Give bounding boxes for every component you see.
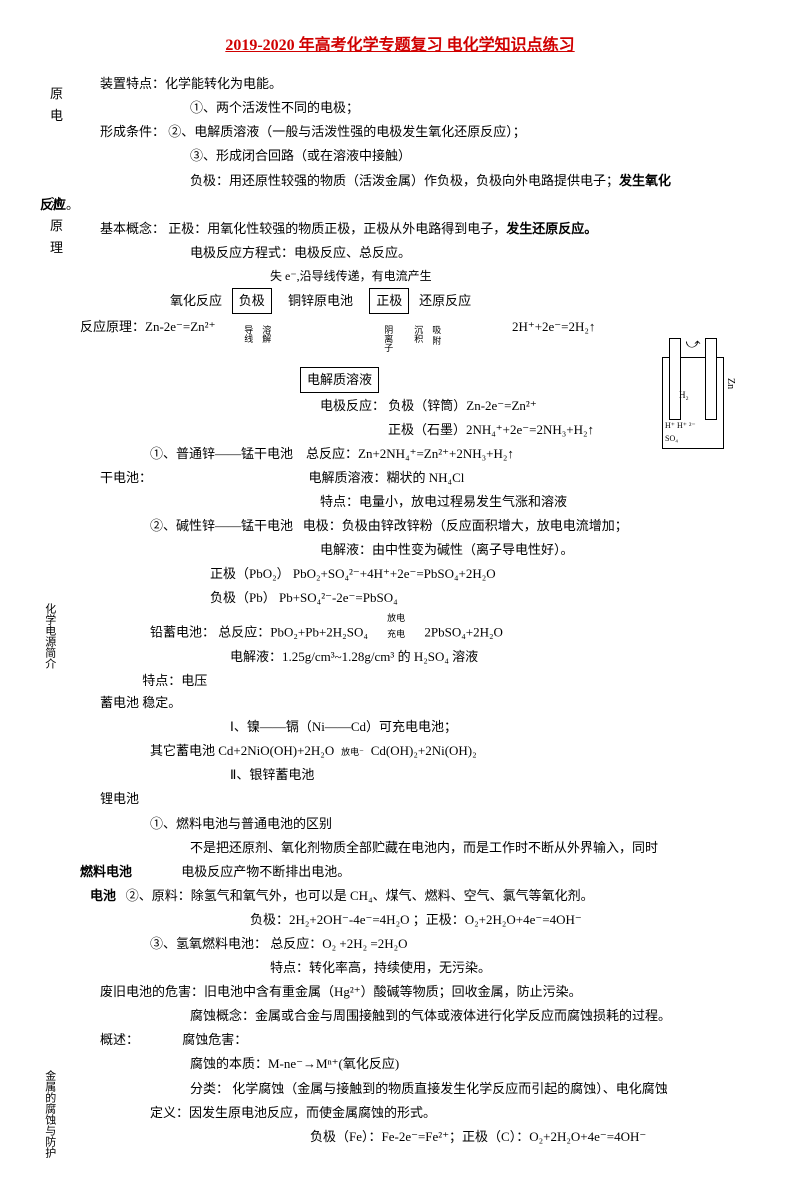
text-line: 负极：2H₂+2OH⁻-4e⁻=4H₂O ；正极：O₂+2H₂O+4e⁻=4OH… [250, 909, 760, 931]
label: ②、碱性锌——锰干电池 [150, 518, 293, 533]
formula: 2H⁺+2e⁻=2H₂↑ [512, 319, 595, 334]
text-line: 铅蓄电池： 总反应：PbO₂+Pb+2H₂SO₄ 放电充电 2PbSO₄+2H₂… [150, 611, 760, 643]
text: 还原反应 [419, 293, 471, 308]
text-line: ①、燃料电池与普通电池的区别 [150, 813, 760, 835]
text: 电解质溶液：糊状的 NH₄Cl [309, 470, 465, 485]
label: 形成条件： [100, 124, 165, 139]
formula: 反应原理：Zn-2e⁻=Zn²⁺ [80, 319, 215, 334]
text: 负极：用还原性较强的物质（活泼金属）作负极，负极向外电路提供电子； [190, 173, 619, 188]
label: ①、普通锌——锰干电池 [150, 446, 293, 461]
text: 特点：电压稳定。 [142, 673, 207, 710]
label: 干电池： [100, 470, 152, 485]
text-line: 电解液：由中性变为碱性（离子导电性好）。 [320, 539, 760, 561]
text-line: 负极（Fe）：Fe-2e⁻=Fe²⁺；正极（C）：O₂+2H₂O+4e⁻=4OH… [310, 1126, 760, 1148]
text-line: ①、两个活泼性不同的电极； [190, 97, 760, 119]
text: 2PbSO₄+2H₂O [424, 625, 503, 640]
text: 电极：负极由锌改锌粉（反应面积增大，放电电流增加； [303, 518, 628, 533]
text: ②、原料：除氢气和氧气外，也可以是 CH₄、煤气、燃料、空气、氯气等氧化剂。 [126, 888, 594, 903]
text: 电极反应产物不断排出电池。 [181, 864, 350, 879]
v: 吸 附 [428, 325, 443, 345]
text-line: 燃料电池 电极反应产物不断排出电池。 [40, 861, 760, 883]
side-label: 原电 [50, 83, 63, 127]
text-line: 其它蓄电池 Cd+2NiO(OH)+2H₂O 放电⁻ Cd(OH)₂+2Ni(O… [150, 740, 760, 762]
v: 溶解 [258, 325, 273, 343]
bold: 发生氧化 [619, 173, 671, 188]
label: 概述： [100, 1032, 139, 1047]
bold-label: 燃料电池 [80, 864, 132, 879]
text-line: 干电池： 电解质溶液：糊状的 NH₄Cl [100, 467, 760, 489]
text: 铜锌原电池 [288, 293, 353, 308]
bold: 发生还原反应。 [506, 221, 597, 236]
v: 沉积 [410, 325, 425, 343]
text: Cd(OH)₂+2Ni(OH)₂ [371, 743, 477, 758]
text-line: 正极（PbO₂） PbO₂+SO₄²⁻+4H⁺+2e⁻=PbSO₄+2H₂O [210, 563, 760, 585]
text-line: ②、碱性锌——锰干电池 电极：负极由锌改锌粉（反应面积增大，放电电流增加； [150, 515, 760, 537]
text: 腐蚀危害： [182, 1032, 247, 1047]
text-line: 反应。 [40, 194, 760, 216]
v: 阴离子 [380, 325, 395, 352]
text: 。 [66, 197, 79, 212]
text-line: 特点：电量小，放电过程易发生气涨和溶液 [320, 491, 760, 513]
flow-row: 氧化反应 负极 铜锌原电池 正极 还原反应 [170, 288, 760, 314]
text-line: 负极（Pb） Pb+SO₄²⁻-2e⁻=PbSO₄ [210, 587, 760, 609]
tiny: 放电⁻ [337, 745, 367, 760]
text-line: 蓄电池 特点：电压稳定。 [100, 670, 760, 714]
text-line: 电池 ②、原料：除氢气和氧气外，也可以是 CH₄、煤气、燃料、空气、氯气等氧化剂… [40, 885, 760, 907]
text-line: 定义：因发生原电池反应，而使金属腐蚀的形式。 [150, 1102, 760, 1124]
text-line: 分类： 化学腐蚀（金属与接触到的物质直接发生化学反应而引起的腐蚀）、电化腐蚀 [190, 1078, 760, 1100]
text: 正极：用氧化性较强的物质正极，正极从外电路得到电子， [168, 221, 506, 236]
v: 导线 [240, 325, 255, 343]
text-line: 装置特点：化学能转化为电能。 [100, 73, 760, 95]
text-line: 基本概念： 正极：用氧化性较强的物质正极，正极从外电路得到电子，发生还原反应。 [100, 218, 760, 240]
text-line: 电解液：1.25g/cm³~1.28g/cm³ 的 H₂SO₄ 溶液 [230, 646, 760, 668]
text: 氧化反应 [170, 293, 222, 308]
boxed: 电解质溶液 [300, 367, 379, 393]
text-line: 不是把还原剂、氧化剂物质全部贮藏在电池内，而是工作时不断从外界输入，同时 [190, 837, 760, 859]
side-label: 池原理 [50, 193, 63, 259]
text-line: 腐蚀的本质：M-ne⁻→Mⁿ⁺(氧化反应) [190, 1053, 760, 1075]
side-label: 化学电源简介 [40, 603, 59, 669]
text: 总反应：Zn+2NH₄⁺=Zn²⁺+2NH₃+H₂↑ [306, 446, 514, 461]
text-line: ③、形成闭合回路（或在溶液中接触） [190, 145, 760, 167]
text-line: 腐蚀概念：金属或合金与周围接触到的气体或液体进行化学反应而腐蚀损耗的过程。 [190, 1005, 760, 1027]
text-line: Ⅱ、银锌蓄电池 [230, 764, 760, 786]
text-line: 特点：转化率高，持续使用，无污染。 [270, 957, 760, 979]
flow-text: 失 e⁻,沿导线传递，有电流产生 [270, 266, 760, 286]
page-title: 2019-2020 年高考化学专题复习 电化学知识点练习 [40, 32, 760, 59]
label: 蓄电池 [100, 695, 139, 710]
text-line: 锂电池 [100, 788, 760, 810]
text-line: 负极：用还原性较强的物质（活泼金属）作负极，负极向外电路提供电子；发生氧化 [190, 170, 760, 192]
boxed: 负极 [232, 288, 272, 314]
text-line: 形成条件： ②、电解质溶液（一般与活泼性强的电极发生氧化还原反应）； [100, 121, 760, 143]
text-line: ③、氢氧燃料电池： 总反应：O₂ +2H₂ =2H₂O [150, 933, 760, 955]
label: 基本概念： [100, 221, 165, 236]
side-label: 金属的腐蚀与防护 [40, 1070, 59, 1158]
text-line: 电极反应方程式：电极反应、总反应。 [190, 242, 760, 264]
text-line: 废旧电池的危害：旧电池中含有重金属（Hg²⁺）酸碱等物质；回收金属，防止污染。 [100, 981, 760, 1003]
boxed: 正极 [369, 288, 409, 314]
text: 铅蓄电池： 总反应：PbO₂+Pb+2H₂SO₄ [150, 625, 368, 640]
text-line: Ⅰ、镍——镉（Ni——Cd）可充电电池； [230, 716, 760, 738]
text-line: 概述： 腐蚀危害： [100, 1029, 760, 1051]
text: ②、电解质溶液（一般与活泼性强的电极发生氧化还原反应）； [168, 124, 526, 139]
text: 其它蓄电池 Cd+2NiO(OH)+2H₂O [150, 743, 334, 758]
